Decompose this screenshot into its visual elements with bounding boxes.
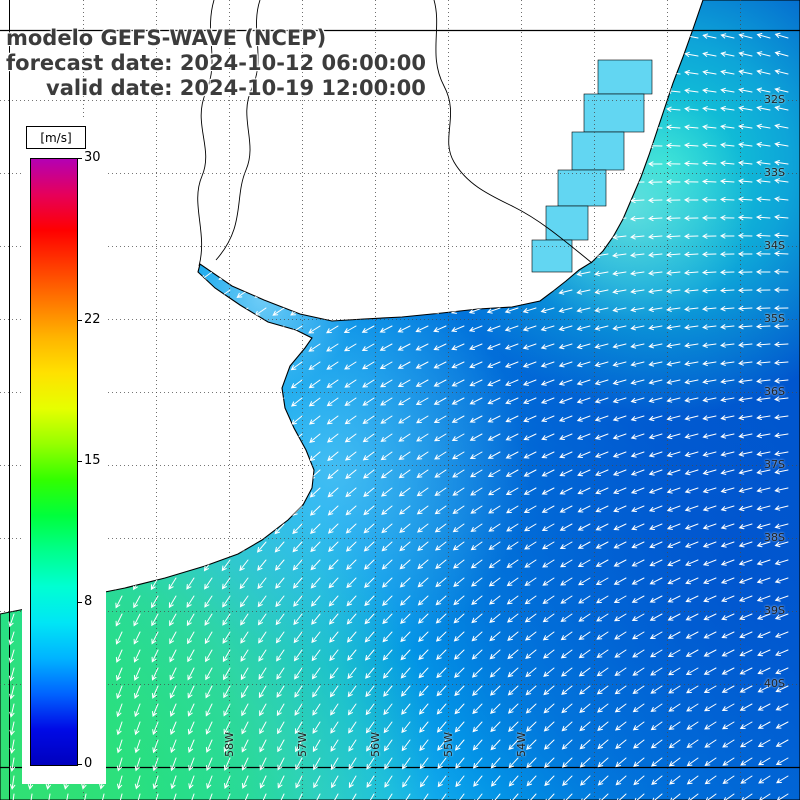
colorbar-tick-label: 30 bbox=[77, 151, 114, 165]
title-block: modelo GEFS-WAVE (NCEP) forecast date: 2… bbox=[6, 26, 426, 101]
longitude-label: 54W bbox=[515, 732, 528, 757]
coastal-lagoons bbox=[531, 59, 653, 273]
lagoon-cell bbox=[557, 169, 607, 207]
latitude-label: 32S bbox=[764, 93, 785, 106]
longitude-label: 58W bbox=[223, 732, 236, 757]
colorbar-panel: [m/s] 30 22 15 8 0 bbox=[22, 118, 106, 784]
colorbar-tick-label: 8 bbox=[77, 595, 114, 609]
lagoon-cell bbox=[571, 131, 625, 171]
latitude-label: 35S bbox=[764, 312, 785, 325]
latitude-label: 34S bbox=[764, 239, 785, 252]
river-line bbox=[197, 0, 215, 267]
model-title: modelo GEFS-WAVE (NCEP) bbox=[6, 26, 327, 50]
latitude-label: 37S bbox=[764, 458, 785, 471]
valid-date-label: valid date: 2024-10-19 12:00:00 bbox=[46, 76, 426, 100]
latitude-label: 39S bbox=[764, 604, 785, 617]
latitude-label: 40S bbox=[764, 677, 785, 690]
colorbar-tick-label: 22 bbox=[77, 312, 114, 327]
colorbar-unit-label: [m/s] bbox=[26, 126, 86, 149]
longitude-label: 55W bbox=[442, 732, 455, 757]
forecast-date-label: forecast date: 2024-10-12 06:00:00 bbox=[6, 51, 426, 75]
colorbar-tick-label: 0 bbox=[77, 757, 114, 771]
rivers-and-borders bbox=[197, 0, 593, 267]
lagoon-cell bbox=[531, 239, 573, 273]
latitude-label: 36S bbox=[764, 385, 785, 398]
colorbar-gradient bbox=[30, 158, 78, 766]
longitude-label: 56W bbox=[369, 732, 382, 757]
latitude-label: 38S bbox=[764, 531, 785, 544]
river-line bbox=[215, 0, 261, 261]
colorbar-tick-label: 15 bbox=[77, 454, 114, 468]
lagoon-cell bbox=[583, 93, 645, 133]
lagoon-cell bbox=[597, 59, 653, 95]
longitude-label: 57W bbox=[296, 732, 309, 757]
lagoon-cell bbox=[545, 205, 589, 241]
latitude-label: 33S bbox=[764, 166, 785, 179]
border-line bbox=[433, 0, 593, 264]
